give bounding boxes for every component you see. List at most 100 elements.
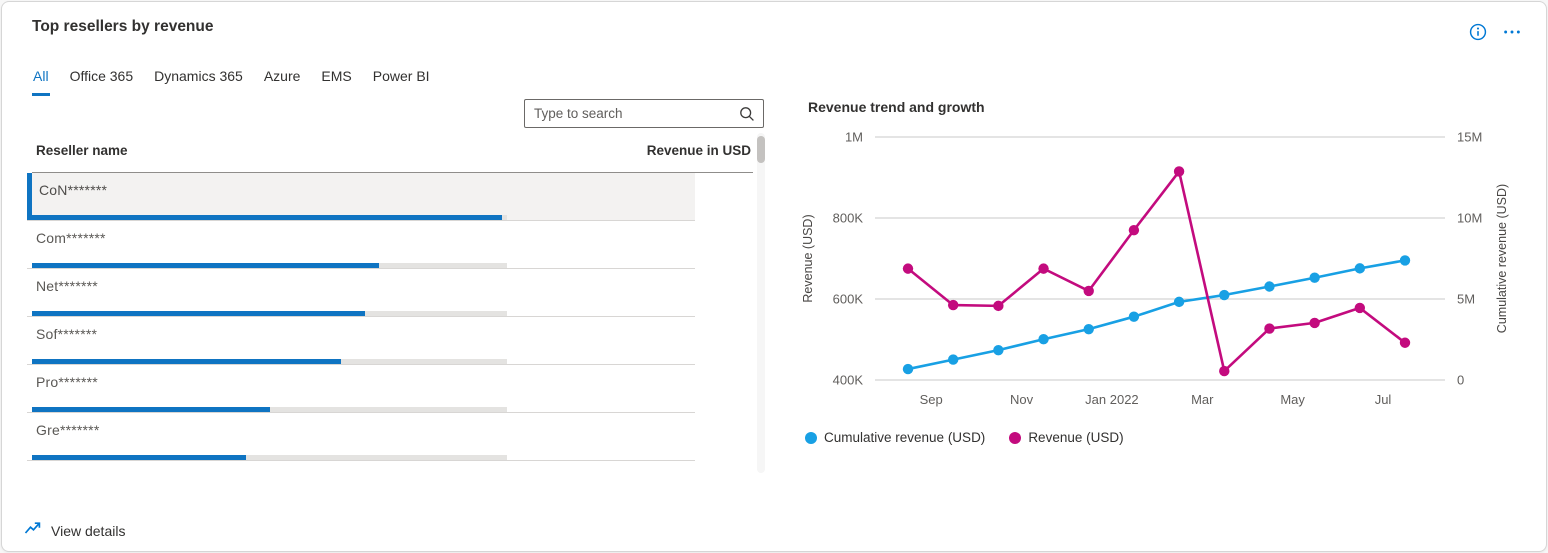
data-point bbox=[993, 300, 1004, 312]
tab-power-bi[interactable]: Power BI bbox=[372, 68, 430, 84]
right-axis-tick: 15M bbox=[1457, 130, 1482, 145]
reseller-name: CoN******* bbox=[39, 182, 108, 198]
revenue-bar-track bbox=[32, 359, 507, 364]
x-axis-tick: Jan 2022 bbox=[1085, 392, 1139, 407]
revenue-bar-fill bbox=[32, 455, 246, 460]
legend-item: Revenue (USD) bbox=[1009, 430, 1124, 445]
revenue-trend-chart: 1M 15M 800K 10M 600K 5M 400K 0 Sep Nov Jan 2022 Mar… bbox=[801, 130, 1509, 408]
chart-title: Revenue trend and growth bbox=[808, 99, 985, 115]
revenue-bar-fill bbox=[32, 215, 503, 220]
legend-item: Cumulative revenue (USD) bbox=[805, 430, 985, 445]
revenue-bar-track bbox=[32, 311, 507, 316]
left-axis-tick: 600K bbox=[833, 292, 864, 307]
column-header-reseller-name: Reseller name bbox=[36, 143, 128, 158]
data-point bbox=[1083, 323, 1094, 335]
data-point bbox=[947, 299, 959, 311]
view-details-link[interactable]: View details bbox=[24, 520, 125, 541]
header-actions bbox=[1468, 22, 1522, 42]
search-icon[interactable] bbox=[739, 106, 755, 122]
list-scrollbar[interactable] bbox=[757, 133, 765, 473]
scrollbar-thumb[interactable] bbox=[757, 136, 765, 163]
data-point bbox=[1309, 272, 1320, 283]
reseller-name: Com******* bbox=[36, 230, 106, 246]
more-options-icon[interactable] bbox=[1502, 22, 1522, 42]
data-point bbox=[1219, 289, 1230, 301]
data-point bbox=[902, 263, 914, 274]
data-point bbox=[1128, 311, 1140, 322]
data-point bbox=[1399, 337, 1411, 348]
reseller-row[interactable]: Gre******* bbox=[27, 413, 695, 461]
right-axis-label: Cumulative revenue (USD) bbox=[1495, 184, 1509, 333]
data-point bbox=[1038, 263, 1049, 274]
tab-ems[interactable]: EMS bbox=[321, 68, 352, 84]
reseller-row[interactable]: Net******* bbox=[27, 269, 695, 317]
right-axis-tick: 5M bbox=[1457, 292, 1475, 307]
data-point bbox=[1038, 334, 1049, 345]
legend-label: Revenue (USD) bbox=[1028, 430, 1124, 445]
x-axis-tick: Mar bbox=[1191, 392, 1214, 407]
revenue-bar-track bbox=[32, 455, 507, 460]
data-point bbox=[1128, 224, 1140, 236]
data-point bbox=[1219, 365, 1230, 377]
series-line-cumulative bbox=[907, 259, 1406, 371]
reseller-name: Sof******* bbox=[36, 326, 98, 342]
right-axis-tick: 0 bbox=[1457, 373, 1464, 388]
data-point bbox=[1083, 285, 1094, 297]
series-line-revenue bbox=[907, 170, 1406, 373]
reseller-row[interactable]: Com******* bbox=[27, 221, 695, 269]
tab-all[interactable]: All bbox=[32, 68, 50, 96]
right-axis-tick: 10M bbox=[1457, 211, 1482, 226]
data-point bbox=[1264, 281, 1275, 292]
tab-dynamics-365[interactable]: Dynamics 365 bbox=[154, 68, 243, 84]
reseller-row[interactable]: Sof******* bbox=[27, 317, 695, 365]
left-axis-tick: 400K bbox=[833, 373, 864, 388]
revenue-bar-fill bbox=[32, 311, 365, 316]
reseller-name: Pro******* bbox=[36, 374, 98, 390]
reseller-list: CoN******* Com******* Net******* Sof*******… bbox=[27, 173, 695, 461]
revenue-bar-fill bbox=[32, 263, 379, 268]
view-details-label: View details bbox=[51, 522, 126, 539]
x-axis-tick: Jul bbox=[1375, 392, 1392, 407]
tab-office-365[interactable]: Office 365 bbox=[69, 68, 134, 84]
legend-label: Cumulative revenue (USD) bbox=[824, 430, 986, 445]
reseller-name: Net******* bbox=[36, 278, 98, 294]
data-point bbox=[1309, 317, 1320, 329]
left-axis-tick: 1M bbox=[845, 130, 863, 145]
reseller-name: Gre******* bbox=[36, 422, 100, 438]
data-point bbox=[1399, 255, 1411, 266]
left-axis-label: Revenue (USD) bbox=[801, 214, 815, 302]
search-input[interactable] bbox=[525, 106, 739, 121]
data-point bbox=[902, 363, 914, 375]
left-axis-tick: 800K bbox=[833, 211, 864, 226]
column-header-revenue-usd: Revenue in USD bbox=[646, 143, 751, 158]
product-filter-tabs: All Office 365 Dynamics 365 Azure EMS Power B… bbox=[32, 68, 431, 96]
info-icon[interactable] bbox=[1468, 22, 1488, 42]
data-point bbox=[1264, 323, 1275, 334]
table-header-divider bbox=[32, 172, 753, 173]
data-point bbox=[947, 354, 959, 365]
search-box[interactable] bbox=[524, 99, 764, 128]
revenue-bar-track bbox=[32, 215, 507, 220]
data-point bbox=[1354, 263, 1366, 274]
trend-up-arrow-icon bbox=[24, 520, 43, 541]
data-point bbox=[993, 344, 1004, 356]
page-title: Top resellers by revenue bbox=[32, 18, 214, 35]
reseller-row[interactable]: Pro******* bbox=[27, 365, 695, 413]
x-axis-tick: Nov bbox=[1010, 392, 1034, 407]
data-point bbox=[1354, 302, 1366, 314]
revenue-bar-fill bbox=[32, 359, 341, 364]
data-point bbox=[1173, 296, 1185, 308]
x-axis-tick: May bbox=[1280, 392, 1305, 407]
legend-dot-icon bbox=[1009, 431, 1022, 444]
revenue-bar-track bbox=[32, 263, 507, 268]
data-point bbox=[1173, 166, 1185, 177]
x-axis-tick: Sep bbox=[920, 392, 943, 407]
reseller-row[interactable]: CoN******* bbox=[27, 173, 695, 221]
revenue-bar-track bbox=[32, 407, 507, 412]
chart-legend: Cumulative revenue (USD) Revenue (USD) bbox=[805, 430, 1124, 445]
revenue-bar-fill bbox=[32, 407, 270, 412]
tab-azure[interactable]: Azure bbox=[263, 68, 301, 84]
legend-dot-icon bbox=[805, 431, 817, 444]
